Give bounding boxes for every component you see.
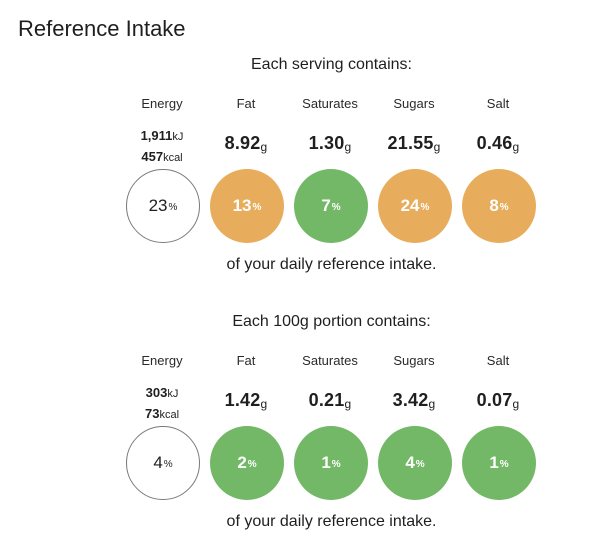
energy-kj-value: 303 (145, 385, 168, 400)
fat-label: Fat (236, 96, 256, 111)
fat-percent-circle: 13% (210, 169, 284, 243)
energy-values: 1,911kJ 457kcal (124, 126, 200, 168)
saturates-percent-circle: 1% (294, 426, 368, 500)
energy-label: Energy (141, 96, 183, 111)
percent-unit: % (499, 459, 509, 470)
energy-kcal-value: 73 (144, 406, 160, 421)
percent-unit: % (163, 459, 173, 470)
fat-amount: 1.42 (224, 390, 261, 410)
saturates-value: 1.30g (292, 133, 368, 154)
percent-unit: % (252, 202, 262, 213)
sugars-unit: g (428, 397, 436, 411)
salt-unit: g (512, 140, 520, 154)
sugars-value: 3.42g (376, 390, 452, 411)
energy-values: 303kJ 73kcal (124, 383, 200, 425)
percent-unit: % (331, 202, 341, 213)
saturates-label: Saturates (302, 353, 358, 368)
salt-percent: 8 (489, 196, 499, 215)
salt-unit: g (512, 397, 520, 411)
page-title: Reference Intake (18, 16, 186, 41)
fat-percent: 13 (232, 196, 252, 215)
sugars-percent-circle: 4% (378, 426, 452, 500)
percent-unit: % (420, 202, 430, 213)
salt-percent: 1 (489, 453, 499, 472)
salt-value: 0.46g (460, 133, 536, 154)
fat-amount: 8.92 (224, 133, 261, 153)
sugars-percent-circle: 24% (378, 169, 452, 243)
salt-amount: 0.07 (476, 390, 513, 410)
fat-unit: g (260, 140, 268, 154)
percent-unit: % (247, 459, 257, 470)
energy-kj-unit: kJ (172, 131, 184, 143)
fat-label: Fat (236, 353, 256, 368)
saturates-percent: 7 (321, 196, 331, 215)
section-heading: Each serving contains: (251, 56, 412, 73)
sugars-label: Sugars (393, 96, 435, 111)
salt-percent-circle: 8% (462, 169, 536, 243)
fat-value: 1.42g (208, 390, 284, 411)
saturates-unit: g (344, 397, 352, 411)
percent-unit: % (415, 459, 425, 470)
saturates-percent-circle: 7% (294, 169, 368, 243)
energy-label: Energy (141, 353, 183, 368)
energy-kj-unit: kJ (167, 388, 179, 400)
reference-intake-note: of your daily reference intake. (226, 513, 437, 530)
fat-percent-circle: 2% (210, 426, 284, 500)
energy-kcal-unit: kcal (159, 409, 180, 421)
fat-percent: 2 (237, 453, 247, 472)
sugars-percent: 4 (405, 453, 415, 472)
energy-kcal-value: 457 (141, 149, 164, 164)
sugars-label: Sugars (393, 353, 435, 368)
energy-kj-value: 1,911 (140, 128, 173, 143)
saturates-unit: g (344, 140, 352, 154)
reference-intake-note: of your daily reference intake. (226, 256, 437, 273)
percent-unit: % (499, 202, 509, 213)
percent-unit: % (331, 459, 341, 470)
energy-percent-circle: 4% (126, 426, 200, 500)
saturates-amount: 1.30 (308, 133, 345, 153)
salt-label: Salt (486, 96, 510, 111)
energy-kcal-unit: kcal (163, 152, 183, 164)
energy-percent: 23 (148, 196, 168, 215)
saturates-percent: 1 (321, 453, 331, 472)
salt-amount: 0.46 (476, 133, 513, 153)
saturates-value: 0.21g (292, 390, 368, 411)
sugars-percent: 24 (400, 196, 420, 215)
energy-percent: 4 (153, 453, 163, 472)
salt-label: Salt (486, 353, 510, 368)
sugars-value: 21.55g (376, 133, 452, 154)
saturates-label: Saturates (302, 96, 358, 111)
saturates-amount: 0.21 (308, 390, 345, 410)
section-heading: Each 100g portion contains: (232, 313, 431, 330)
salt-value: 0.07g (460, 390, 536, 411)
fat-value: 8.92g (208, 133, 284, 154)
sugars-amount: 3.42 (392, 390, 429, 410)
fat-unit: g (260, 397, 268, 411)
salt-percent-circle: 1% (462, 426, 536, 500)
sugars-unit: g (433, 140, 441, 154)
energy-percent-circle: 23% (126, 169, 200, 243)
sugars-amount: 21.55 (387, 133, 434, 153)
percent-unit: % (168, 202, 178, 213)
